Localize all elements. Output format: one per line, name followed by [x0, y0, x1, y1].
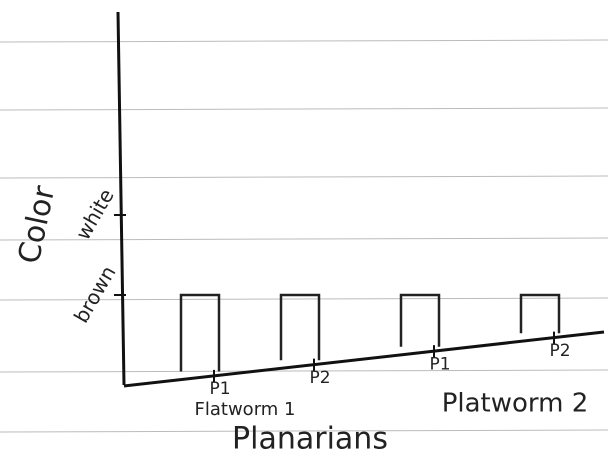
- x-tick-label: P2: [549, 341, 570, 361]
- ruled-line: [0, 297, 608, 301]
- x-axis: [123, 330, 605, 388]
- group-label: Platworm 2: [442, 389, 589, 419]
- ruled-line: [0, 237, 608, 241]
- group-label: Flatworm 1: [195, 399, 296, 420]
- ruled-line: [0, 39, 608, 43]
- bar: [399, 293, 441, 347]
- ruled-line: [0, 107, 608, 111]
- bar: [519, 293, 561, 334]
- ruled-line: [0, 429, 608, 433]
- ruled-lines: [0, 39, 608, 433]
- x-tick-label: P2: [309, 368, 330, 388]
- ruled-line: [0, 369, 608, 373]
- y-tick-label: white: [71, 185, 119, 244]
- y-axis: [116, 11, 126, 386]
- x-tick-label: P1: [429, 354, 450, 374]
- y-axis-label: Color: [12, 182, 63, 267]
- x-tick-label: P1: [209, 379, 230, 399]
- chart-title: Planarians: [232, 422, 388, 457]
- bar: [179, 293, 221, 372]
- bar: [279, 293, 321, 361]
- y-tick-label: brown: [69, 262, 121, 327]
- ruled-line: [0, 175, 608, 179]
